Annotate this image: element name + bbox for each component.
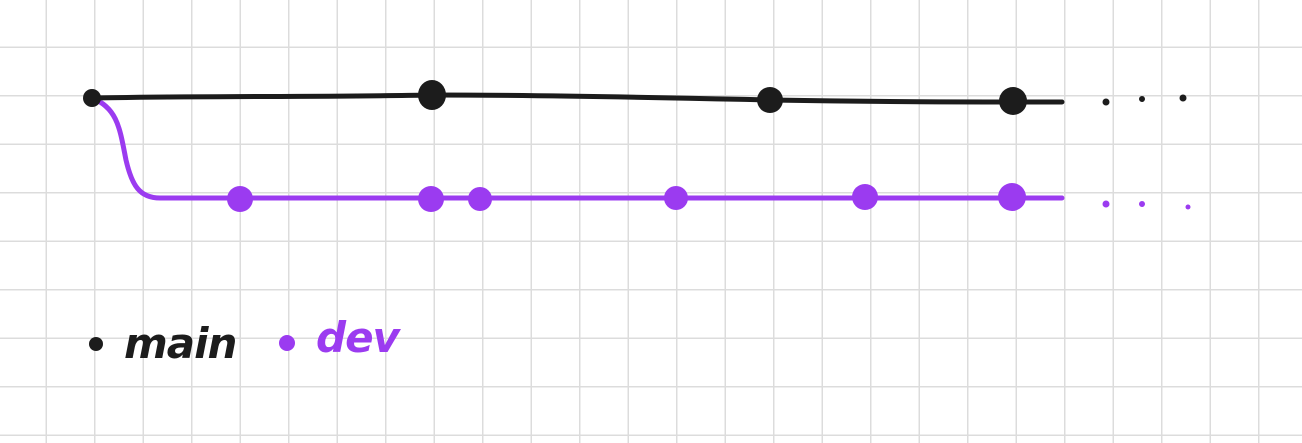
legend-main-marker bbox=[89, 337, 103, 351]
main-commit bbox=[83, 89, 101, 107]
dev-branch-line bbox=[89, 95, 1065, 201]
dev-continuation-dot bbox=[1102, 200, 1110, 208]
main-continuation-dot bbox=[1179, 94, 1187, 102]
main-commit bbox=[757, 87, 783, 113]
main-commit bbox=[999, 87, 1027, 115]
dev-commit bbox=[664, 186, 688, 210]
dev-continuation-dot bbox=[1185, 204, 1191, 210]
dev-commit bbox=[998, 183, 1026, 211]
main-continuation-dot bbox=[1139, 96, 1145, 102]
main-commit bbox=[418, 80, 446, 110]
legend-dev-label: dev bbox=[316, 313, 402, 362]
legend: main dev bbox=[89, 313, 403, 368]
dev-commit bbox=[468, 187, 492, 211]
main-branch-line bbox=[87, 92, 1065, 105]
legend-dev-marker bbox=[279, 335, 295, 351]
legend-main-label: main bbox=[124, 319, 236, 368]
dev-continuation-dot bbox=[1139, 201, 1145, 207]
dev-commit bbox=[418, 186, 444, 212]
dev-commit bbox=[852, 184, 878, 210]
main-continuation-dot bbox=[1102, 98, 1110, 106]
dev-commit bbox=[227, 186, 253, 212]
